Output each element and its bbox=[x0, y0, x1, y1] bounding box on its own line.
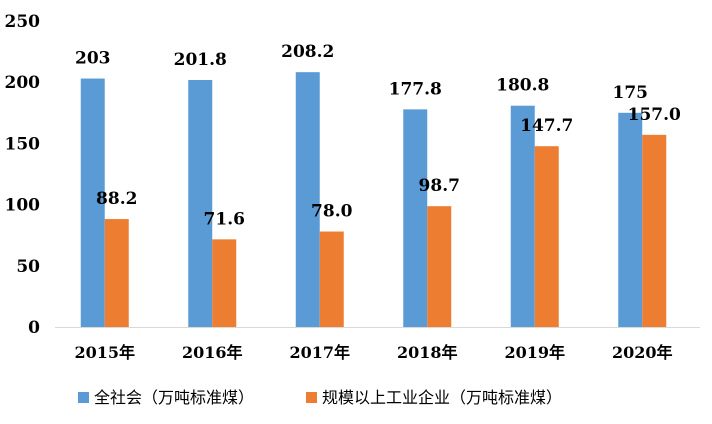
data-label: 175 bbox=[613, 83, 649, 103]
y-tick-label: 250 bbox=[5, 12, 41, 32]
bar-industry-4 bbox=[534, 146, 559, 327]
data-label: 147.7 bbox=[520, 116, 573, 136]
bar-society-4 bbox=[510, 105, 535, 327]
y-tick-label: 50 bbox=[16, 257, 40, 277]
x-axis-labels: 2015年 2016年 2017年 2018年 2019年 2020年 bbox=[74, 343, 672, 362]
bar-industry-5 bbox=[642, 134, 667, 327]
legend-swatch-1 bbox=[306, 392, 317, 403]
data-label: 157.0 bbox=[628, 105, 681, 125]
x-tick-label: 2017年 bbox=[289, 343, 350, 362]
data-label: 78.0 bbox=[311, 202, 353, 222]
bar-industry-2 bbox=[319, 231, 344, 327]
x-tick-label: 2020年 bbox=[612, 343, 673, 362]
data-label: 88.2 bbox=[96, 189, 137, 209]
data-label: 208.2 bbox=[281, 42, 334, 62]
bar-industry-1 bbox=[212, 239, 237, 327]
y-tick-label: 200 bbox=[5, 73, 41, 93]
data-label: 71.6 bbox=[204, 209, 245, 229]
y-tick-label: 150 bbox=[5, 134, 41, 154]
bars bbox=[80, 72, 667, 328]
legend-label-1: 规模以上工业企业（万吨标准煤） bbox=[322, 388, 562, 407]
data-label: 98.7 bbox=[419, 176, 460, 196]
y-axis-ticks: 0 50 100 150 200 250 bbox=[5, 12, 41, 338]
y-tick-label: 0 bbox=[28, 318, 40, 338]
data-label: 177.8 bbox=[389, 79, 442, 99]
data-label: 203 bbox=[75, 49, 111, 69]
bar-society-2 bbox=[295, 72, 320, 327]
x-tick-label: 2016年 bbox=[182, 343, 243, 362]
bar-society-0 bbox=[80, 78, 105, 327]
bar-society-5 bbox=[618, 112, 643, 327]
legend: 全社会（万吨标准煤） 规模以上工业企业（万吨标准煤） bbox=[78, 388, 562, 407]
data-label: 180.8 bbox=[496, 76, 549, 96]
legend-label-0: 全社会（万吨标准煤） bbox=[94, 388, 254, 407]
x-tick-label: 2015年 bbox=[74, 343, 135, 362]
x-tick-label: 2019年 bbox=[504, 343, 565, 362]
bar-society-3 bbox=[403, 109, 428, 327]
x-tick-label: 2018年 bbox=[397, 343, 458, 362]
y-tick-label: 100 bbox=[5, 196, 41, 216]
legend-swatch-0 bbox=[78, 392, 89, 403]
bar-industry-3 bbox=[427, 206, 452, 327]
data-labels: 203 201.8 208.2 177.8 180.8 175 88.2 71.6 78.0 98… bbox=[75, 42, 681, 229]
bar-industry-0 bbox=[104, 219, 129, 327]
bar-society-1 bbox=[188, 79, 213, 328]
data-label: 201.8 bbox=[174, 50, 227, 70]
